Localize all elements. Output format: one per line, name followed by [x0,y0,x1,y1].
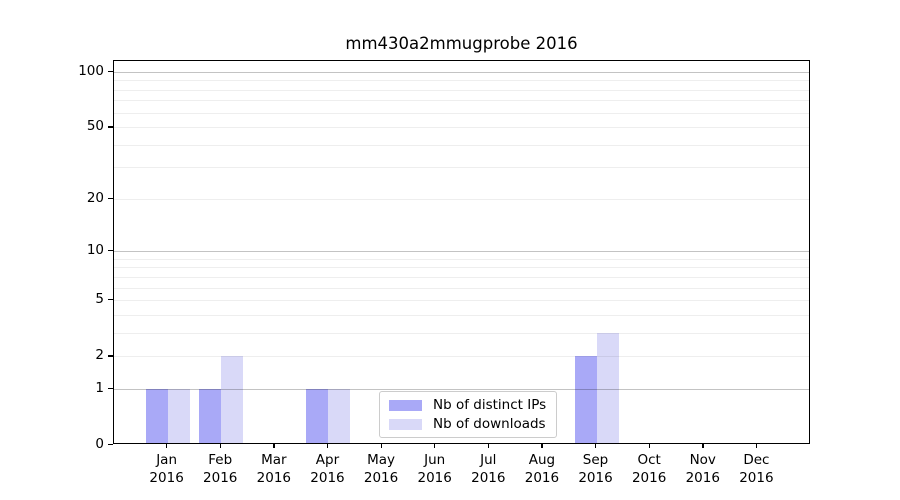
legend-swatch [389,399,422,411]
gridline-minor [114,356,809,358]
x-tick-mark [595,444,597,448]
bar-nb-of-distinct-ips [574,356,597,443]
x-tick-mark [219,444,222,448]
bar-nb-of-distinct-ips [306,388,329,443]
gridline-minor [114,267,809,269]
bar-nb-of-downloads [328,388,351,443]
gridline-minor [114,314,809,316]
x-tick-label: Oct 2016 [631,452,667,486]
bars-layer [114,61,809,443]
x-tick-label: Jul 2016 [471,452,506,486]
y-tick-label: 50 [86,118,104,135]
y-tick-label: 100 [78,63,104,79]
x-tick-label: Dec 2016 [739,452,774,486]
x-tick-label: Jun 2016 [417,452,452,486]
x-tick-label: Nov 2016 [685,452,720,486]
x-tick-label: Mar 2016 [256,452,292,486]
chart-title: mm430a2mmugprobe 2016 [345,34,578,53]
x-tick-mark [166,444,168,448]
legend-swatch [389,418,422,430]
gridline-minor [114,112,809,114]
legend-entry: Nb of distinct IPs [389,397,546,413]
gridline-minor [114,332,809,334]
legend-label: Nb of distinct IPs [433,397,547,413]
x-tick-mark [326,444,329,448]
x-tick-mark [648,444,650,448]
gridline-minor [114,100,809,102]
gridline-minor [114,300,809,302]
gridline-minor [114,167,809,169]
gridline-minor [114,258,809,260]
gridline-major [114,72,809,73]
x-tick-mark [702,444,704,448]
legend-label: Nb of downloads [433,416,546,432]
x-tick-label: May 2016 [363,452,399,486]
y-tick-label: 10 [86,242,104,259]
x-tick-label: Feb 2016 [203,452,238,486]
bar-nb-of-downloads [221,356,244,443]
y-tick-mark [108,444,113,446]
gridline-minor [114,276,809,278]
legend-entry: Nb of downloads [389,416,546,432]
legend: Nb of distinct IPs Nb of downloads [379,391,558,438]
y-tick-label: 5 [95,291,104,308]
gridline-minor [114,144,809,146]
bar-nb-of-downloads [167,388,190,443]
gridline-minor [114,80,809,82]
x-tick-mark [380,444,382,448]
x-tick-label: Apr 2016 [310,452,345,486]
x-tick-label: Jan 2016 [149,452,184,486]
x-tick-mark [755,444,758,448]
bar-nb-of-downloads [596,332,619,443]
gridline-minor [114,89,809,91]
plot-area [113,60,810,444]
x-tick-mark [541,444,543,448]
x-tick-mark [434,444,436,448]
gridline-minor [114,287,809,289]
bar-nb-of-distinct-ips [199,388,222,443]
y-tick-label: 0 [95,436,104,452]
gridline-major [114,388,809,390]
y-tick-label: 20 [86,189,104,206]
gridline-major [114,251,809,253]
gridlines-layer [114,61,809,443]
x-tick-label: Aug 2016 [524,452,560,486]
gridline-minor [114,198,809,200]
y-tick-label: 1 [95,379,104,396]
x-tick-label: Sep 2016 [578,452,613,486]
y-tick-label: 2 [95,347,104,364]
x-tick-mark [487,444,490,448]
x-tick-mark [273,444,275,448]
gridline-minor [114,127,809,129]
bar-nb-of-distinct-ips [145,388,168,443]
